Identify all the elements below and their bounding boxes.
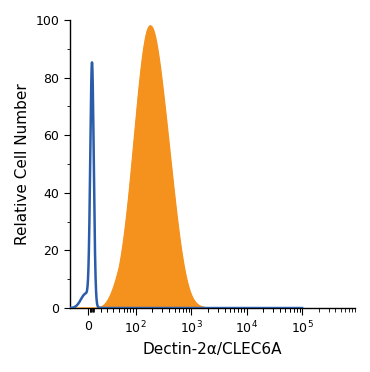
X-axis label: Dectin-2α/CLEC6A: Dectin-2α/CLEC6A [143,342,282,357]
Y-axis label: Relative Cell Number: Relative Cell Number [15,83,30,245]
